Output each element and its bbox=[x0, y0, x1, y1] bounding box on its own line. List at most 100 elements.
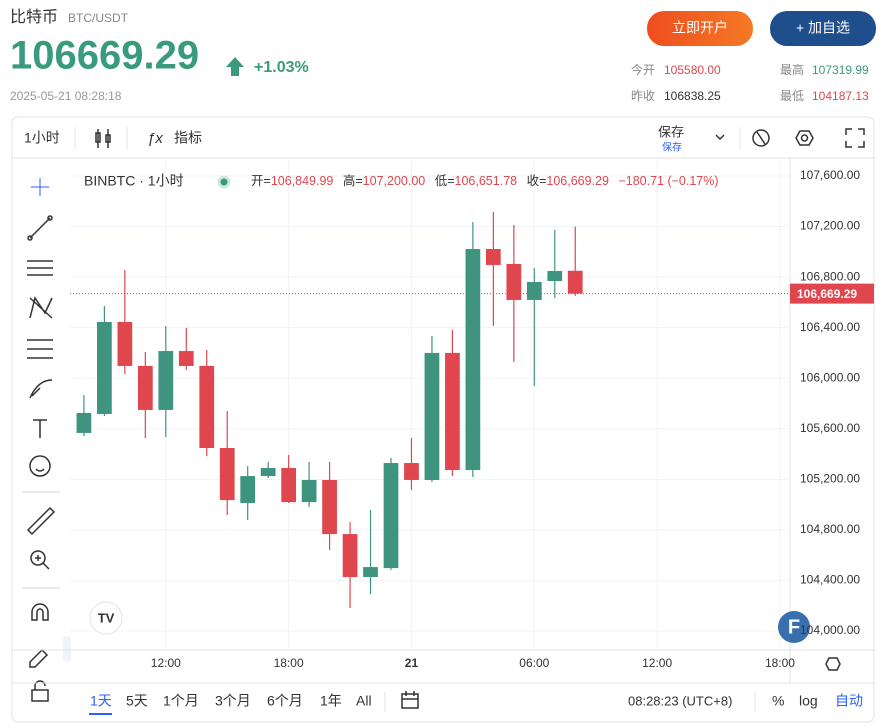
live-dot bbox=[217, 175, 231, 189]
candle-body bbox=[76, 412, 92, 433]
y-tick-label: 105,200.00 bbox=[800, 472, 860, 486]
watch-button[interactable] bbox=[770, 11, 876, 46]
range-button[interactable]: 6个月 bbox=[267, 693, 303, 709]
candle-body bbox=[199, 365, 215, 448]
f-logo-text: F bbox=[788, 616, 800, 638]
legend-value: 106,849.99 bbox=[271, 174, 334, 188]
x-tick-label: 12:00 bbox=[151, 656, 181, 670]
settings-icon[interactable] bbox=[795, 130, 814, 146]
candle-body bbox=[158, 351, 174, 410]
candle-body bbox=[322, 479, 337, 535]
x-tick-label: 21 bbox=[405, 656, 419, 670]
candle-body bbox=[281, 467, 297, 503]
save[interactable]: 保存 bbox=[658, 124, 684, 139]
candle-body bbox=[547, 271, 563, 281]
stat-value: 107319.99 bbox=[812, 63, 869, 77]
range-button[interactable]: 1个月 bbox=[163, 693, 199, 709]
candle-body bbox=[506, 263, 522, 300]
x-tick-label: 12:00 bbox=[642, 656, 672, 670]
stat-value: 104187.13 bbox=[812, 89, 869, 103]
legend-value: 107,200.00 bbox=[363, 174, 426, 188]
chart-panel bbox=[11, 116, 875, 723]
candle-body bbox=[363, 567, 378, 578]
x-tick-label: 18:00 bbox=[765, 656, 795, 670]
fullscreen-icon[interactable] bbox=[845, 128, 865, 148]
clock: 08:28:23 (UTC+8) bbox=[628, 693, 732, 708]
price: 106669.29 bbox=[10, 34, 199, 78]
y-tick-label: 107,600.00 bbox=[800, 168, 860, 182]
legend-title: BINBTC · 1小时 bbox=[84, 173, 184, 189]
fx-icon[interactable]: ƒx bbox=[147, 130, 163, 147]
open-account-button[interactable] bbox=[647, 11, 753, 46]
percent-toggle[interactable]: % bbox=[772, 693, 784, 709]
f-logo[interactable] bbox=[778, 611, 810, 643]
range-button[interactable]: 1年 bbox=[320, 693, 342, 709]
auto-toggle[interactable]: 自动 bbox=[835, 693, 863, 709]
alert-icon[interactable] bbox=[752, 129, 770, 147]
x-tick-label: 06:00 bbox=[519, 656, 549, 670]
save-sub: 保存 bbox=[662, 141, 682, 154]
stat-label: 最低 bbox=[780, 89, 804, 103]
y-tick-label: 106,000.00 bbox=[800, 370, 860, 384]
range-button[interactable]: All bbox=[356, 693, 372, 709]
sidebar-toggle[interactable] bbox=[63, 636, 71, 662]
y-tick-label: 106,800.00 bbox=[800, 269, 860, 283]
candle-body bbox=[219, 447, 235, 501]
candle-body bbox=[383, 463, 399, 569]
stat-label: 昨收 bbox=[631, 89, 655, 103]
pair: BTC/USDT bbox=[68, 11, 129, 25]
range-button[interactable]: 5天 bbox=[126, 693, 148, 709]
candle-body bbox=[137, 365, 153, 410]
open-account-label: 立即开户 bbox=[672, 20, 728, 36]
tv-logo[interactable] bbox=[89, 601, 123, 635]
candle-body bbox=[117, 321, 133, 366]
chart-type-icon[interactable] bbox=[95, 129, 111, 148]
watch-label: + 加自选 bbox=[796, 20, 850, 36]
candle-body bbox=[342, 534, 358, 578]
legend-values: 开=106,849.99 高=107,200.00 低=106,651.78 收… bbox=[251, 173, 719, 188]
legend-value: 106,669.29 bbox=[546, 174, 609, 188]
y-tick-label: 106,400.00 bbox=[800, 320, 860, 334]
y-tick-label: 104,000.00 bbox=[800, 623, 860, 637]
stat-label: 最高 bbox=[780, 62, 804, 77]
axis-settings[interactable] bbox=[825, 657, 841, 671]
last-price-tag bbox=[790, 283, 874, 304]
up-arrow bbox=[226, 57, 244, 76]
stat-label: 今开 bbox=[631, 62, 655, 77]
legend-label: 高= bbox=[343, 173, 363, 188]
legend-label: 低= bbox=[435, 174, 455, 188]
calendar-icon[interactable] bbox=[401, 691, 419, 709]
range-button[interactable]: 3个月 bbox=[215, 693, 251, 709]
x-tick-label: 18:00 bbox=[274, 656, 304, 670]
candle-body bbox=[178, 351, 194, 366]
candle-body bbox=[424, 352, 440, 480]
legend-value: 106,651.78 bbox=[455, 174, 518, 188]
interval[interactable]: 1小时 bbox=[24, 130, 60, 146]
candle-body bbox=[445, 352, 460, 470]
coin-name: 比特币 bbox=[10, 8, 58, 26]
y-tick-label: 104,400.00 bbox=[800, 573, 860, 587]
y-tick-label: 105,600.00 bbox=[800, 421, 860, 435]
candle-body bbox=[260, 467, 276, 477]
legend-change: −180.71 (−0.17%) bbox=[618, 174, 718, 188]
range-buttons: 1天 5天 1个月 3个月 6个月 1年 All bbox=[90, 693, 372, 709]
timestamp: 2025-05-21 08:28:18 bbox=[10, 89, 122, 103]
change: +1.03% bbox=[254, 59, 309, 76]
stat-value: 106838.25 bbox=[664, 89, 721, 103]
candle-body bbox=[97, 321, 112, 414]
candle-body bbox=[567, 270, 583, 294]
range-button[interactable]: 1天 bbox=[90, 693, 112, 709]
stat-value: 105580.00 bbox=[664, 63, 721, 77]
candle-body bbox=[465, 249, 481, 470]
chevron[interactable] bbox=[715, 134, 725, 141]
log-toggle[interactable]: log bbox=[799, 693, 818, 709]
indicators[interactable]: 指标 bbox=[174, 130, 202, 146]
y-tick-label: 107,200.00 bbox=[800, 219, 860, 233]
candle-body bbox=[301, 479, 317, 503]
tv-logo-text: TV bbox=[98, 610, 115, 625]
drawing-tools[interactable] bbox=[22, 178, 60, 702]
legend-label: 开= bbox=[251, 174, 271, 188]
candle-body bbox=[240, 476, 256, 503]
legend-label: 收= bbox=[527, 174, 547, 188]
